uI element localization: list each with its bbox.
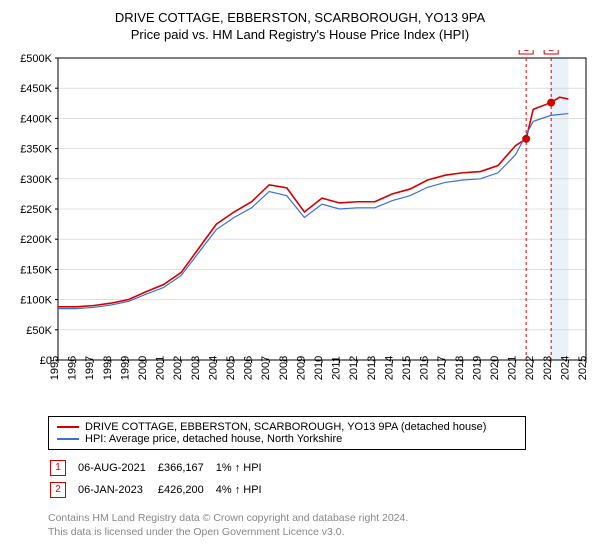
svg-text:2014: 2014 xyxy=(383,356,395,380)
svg-text:2001: 2001 xyxy=(155,356,167,380)
svg-text:£150K: £150K xyxy=(20,264,52,276)
event-price: £426,200 xyxy=(158,480,214,500)
svg-text:£400K: £400K xyxy=(20,113,52,125)
svg-text:2003: 2003 xyxy=(190,356,202,380)
table-row: 1 06-AUG-2021 £366,167 1% ↑ HPI xyxy=(50,458,272,478)
legend-item: HPI: Average price, detached house, Nort… xyxy=(57,433,517,445)
svg-text:2000: 2000 xyxy=(137,356,149,380)
svg-text:£300K: £300K xyxy=(20,174,52,186)
svg-text:2015: 2015 xyxy=(401,356,413,380)
svg-text:2019: 2019 xyxy=(471,356,483,380)
event-badge: 1 xyxy=(50,460,66,476)
svg-text:2008: 2008 xyxy=(278,356,290,380)
legend-swatch xyxy=(57,438,79,440)
svg-text:2: 2 xyxy=(548,50,554,54)
svg-text:2010: 2010 xyxy=(313,356,325,380)
page-subtitle: Price paid vs. HM Land Registry's House … xyxy=(10,27,590,42)
svg-text:2017: 2017 xyxy=(436,356,448,380)
event-badge: 2 xyxy=(50,482,66,498)
footer-line: Contains HM Land Registry data © Crown c… xyxy=(48,512,590,526)
svg-text:£100K: £100K xyxy=(20,295,52,307)
svg-text:1996: 1996 xyxy=(67,356,79,380)
footer-line: This data is licensed under the Open Gov… xyxy=(48,526,590,540)
svg-text:2006: 2006 xyxy=(243,356,255,380)
events-table: 1 06-AUG-2021 £366,167 1% ↑ HPI 2 06-JAN… xyxy=(48,456,274,502)
svg-text:2021: 2021 xyxy=(507,356,519,380)
table-row: 2 06-JAN-2023 £426,200 4% ↑ HPI xyxy=(50,480,272,500)
svg-text:£500K: £500K xyxy=(20,53,52,65)
legend-swatch xyxy=(57,426,79,428)
legend-label: HPI: Average price, detached house, Nort… xyxy=(85,433,342,445)
svg-text:2023: 2023 xyxy=(542,356,554,380)
svg-text:£200K: £200K xyxy=(20,234,52,246)
svg-text:£450K: £450K xyxy=(20,83,52,95)
svg-text:2002: 2002 xyxy=(172,356,184,380)
svg-text:2025: 2025 xyxy=(577,356,589,380)
svg-text:2007: 2007 xyxy=(260,356,272,380)
legend-item: DRIVE COTTAGE, EBBERSTON, SCARBOROUGH, Y… xyxy=(57,421,517,433)
svg-text:2009: 2009 xyxy=(295,356,307,380)
event-price: £366,167 xyxy=(158,458,214,478)
legend-label: DRIVE COTTAGE, EBBERSTON, SCARBOROUGH, Y… xyxy=(85,421,486,433)
svg-text:2024: 2024 xyxy=(559,356,571,380)
svg-text:2016: 2016 xyxy=(419,356,431,380)
price-chart: £0£50K£100K£150K£200K£250K£300K£350K£400… xyxy=(10,50,590,410)
svg-text:1999: 1999 xyxy=(119,356,131,380)
svg-text:2005: 2005 xyxy=(225,356,237,380)
event-delta: 1% ↑ HPI xyxy=(216,458,272,478)
svg-text:2018: 2018 xyxy=(454,356,466,380)
svg-text:£50K: £50K xyxy=(26,325,52,337)
svg-text:1998: 1998 xyxy=(102,356,114,380)
event-date: 06-AUG-2021 xyxy=(78,458,156,478)
svg-text:2012: 2012 xyxy=(348,356,360,380)
legend-box: DRIVE COTTAGE, EBBERSTON, SCARBOROUGH, Y… xyxy=(48,416,526,450)
svg-text:1995: 1995 xyxy=(49,356,61,380)
svg-text:£350K: £350K xyxy=(20,144,52,156)
footer-note: Contains HM Land Registry data © Crown c… xyxy=(48,512,590,539)
svg-text:1: 1 xyxy=(523,50,529,54)
svg-text:1997: 1997 xyxy=(84,356,96,380)
event-date: 06-JAN-2023 xyxy=(78,480,156,500)
event-delta: 4% ↑ HPI xyxy=(216,480,272,500)
svg-text:2013: 2013 xyxy=(366,356,378,380)
svg-text:2004: 2004 xyxy=(207,356,219,380)
svg-text:£250K: £250K xyxy=(20,204,52,216)
page-title: DRIVE COTTAGE, EBBERSTON, SCARBOROUGH, Y… xyxy=(10,10,590,25)
svg-text:2020: 2020 xyxy=(489,356,501,380)
